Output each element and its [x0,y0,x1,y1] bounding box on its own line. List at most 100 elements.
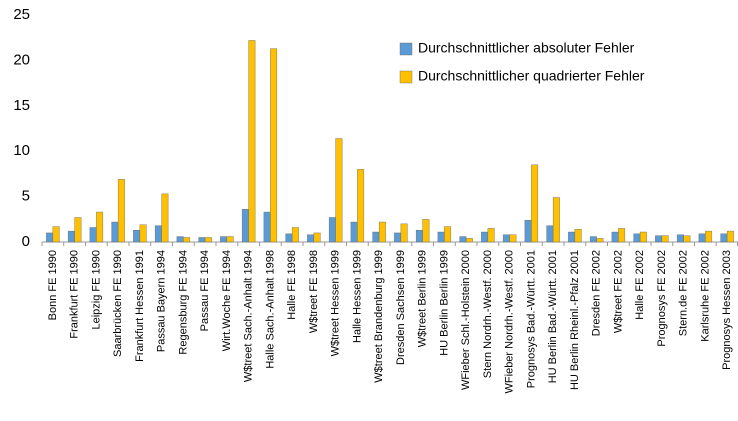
bar [313,232,321,243]
x-tick-label: Passau FE 1994 [199,250,211,331]
bar [46,232,54,243]
bar [481,231,489,243]
bar [698,233,706,243]
bar [524,220,532,243]
legend-box [378,32,720,94]
x-tick-label: HU Berlin Rheinl.-Pfalz 2001 [569,250,581,390]
x-tick-label: HU Berlin Berlin 1999 [438,250,450,356]
legend-swatch [399,70,413,84]
bar [633,233,641,243]
x-tick-label: WFieber Schl.-Holstein 2000 [460,250,472,390]
x-tick-label: Saarbrücken FE 1990 [112,250,124,357]
x-tick-label: Halle FE 1998 [286,250,298,320]
bar [372,231,380,243]
bar [661,235,669,243]
legend-swatch [399,42,413,56]
bar [705,230,713,243]
y-tick-label: 25 [13,6,30,23]
bar [531,164,539,243]
bar [683,235,691,243]
bar [444,226,452,243]
x-tick-label: Prognosys Hessen 2003 [721,250,733,370]
bar [67,230,75,243]
bar [291,227,299,243]
x-tick-label: Stern.de FE 2002 [678,250,690,336]
bar [204,237,212,243]
x-tick-label: HU Berlin Bad.-Württ. 2001 [547,250,559,383]
y-tick-label: 5 [22,188,30,205]
bar [161,193,169,243]
y-tick-label: 0 [22,233,30,250]
bar [89,227,97,243]
bar [285,233,293,243]
bar [117,179,125,243]
bar [415,229,423,243]
bar [183,237,191,243]
bar [226,236,234,243]
bar [437,231,445,243]
bar [263,211,271,243]
bar [74,217,82,243]
bar [639,231,647,243]
bar [720,233,728,243]
bar [335,138,343,243]
x-tick-label: Bonn FE 1990 [47,250,59,320]
bar [509,234,517,243]
x-tick-label: Frankfurt FE 1990 [69,250,81,339]
x-tick-label: W$treet Sach.-Anhalt 1994 [243,250,255,382]
x-tick-label: Frankfurt Hessen 1991 [134,250,146,362]
x-tick-label: Prognosys Bad.-Württ. 2001 [525,250,537,388]
x-tick-label: W$treet Berlin 1999 [417,250,429,347]
bar [139,224,147,243]
x-tick-label: Passau Bayern 1994 [156,250,168,352]
x-tick-label: W$treet Brandenburg 1999 [373,250,385,383]
bar [459,236,467,243]
bar [574,229,582,243]
bar [546,225,554,243]
bar [111,221,119,243]
bar [307,234,315,243]
bar [487,228,495,243]
x-tick-label: Halle Sach.-Anhalt 1998 [264,250,276,369]
bar [589,236,597,243]
x-tick-label: Wirt.Woche FE 1994 [221,250,233,351]
x-tick-label: Karlsruhe FE 2002 [699,250,711,342]
bar [154,225,162,243]
bar [248,40,256,243]
bar [328,217,336,243]
bar [52,226,60,243]
x-tick-label: Halle Hessen 1999 [351,250,363,343]
bar [726,230,734,243]
bar [611,231,619,243]
bar [394,232,402,243]
bar [176,236,184,243]
y-tick-label: 15 [13,97,30,114]
x-tick-label: Stern Nordrh.-Westf. 2000 [482,250,494,378]
bar [422,219,430,243]
bar [676,234,684,243]
x-tick-label: Dresden FE 2002 [591,250,603,336]
legend-label: Durchschnittlicher absoluter Fehler [418,40,635,56]
x-tick-label: W$treet FE 2002 [612,250,624,333]
bar [378,221,386,243]
bar [552,197,560,243]
x-tick-label: Dresden Sachsen 1999 [395,250,407,365]
bar [96,211,104,243]
bar [568,231,576,243]
bar [502,234,510,243]
x-tick-label: W$treet FE 1998 [308,250,320,333]
x-tick-label: Regensburg FE 1994 [177,250,189,355]
bar [241,209,249,243]
legend-label: Durchschnittlicher quadrierter Fehler [418,68,645,84]
bar [465,238,473,243]
bar [220,236,228,243]
bar [133,229,141,243]
bar [400,223,408,243]
bar [350,221,358,243]
x-tick-label: WFieber Nordrh.-Westf. 2000 [504,250,516,393]
bar [198,237,206,243]
bar [596,238,604,243]
bar [618,228,626,243]
x-tick-label: Prognosys FE 2002 [656,250,668,347]
